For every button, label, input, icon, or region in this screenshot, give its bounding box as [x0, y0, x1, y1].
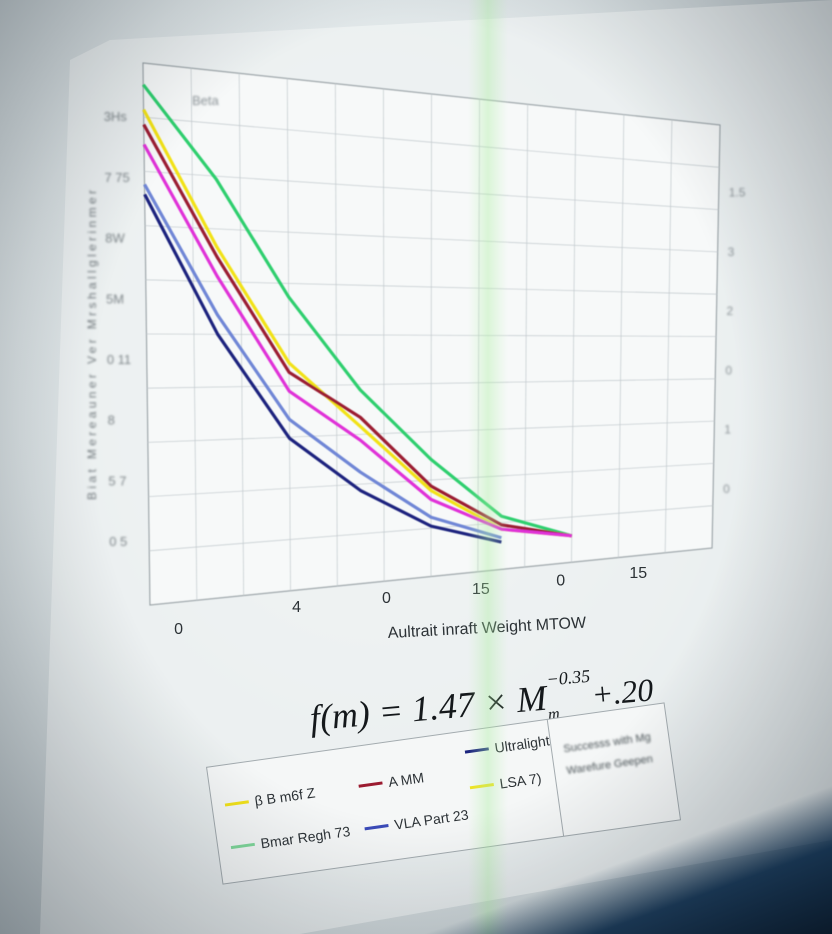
y-tick-label: 5 7 [108, 473, 126, 488]
x-tick-label: 0 [556, 572, 565, 589]
x-tick-label: 15 [629, 565, 647, 582]
y-tick-label: 8 [108, 413, 115, 428]
x-tick-label: 0 [174, 621, 183, 638]
y-tick-label-right: 0 [723, 482, 730, 496]
x-tick-label: 4 [292, 599, 301, 616]
y-tick-label-right: 0 [725, 363, 732, 377]
y-tick-label: 0 11 [107, 352, 131, 367]
y-tick-label: 0 5 [109, 534, 127, 549]
y-tick-label-right: 3 [728, 245, 735, 259]
green-streak [468, 0, 508, 934]
y-tick-label: 8W [105, 231, 125, 246]
corner-label: Beta [192, 93, 220, 108]
y-tick-label: 7 75 [104, 170, 129, 185]
x-tick-label: 0 [382, 590, 391, 607]
y-tick-label: 5M [106, 291, 124, 306]
y-tick-label-right: 1.5 [729, 186, 746, 200]
y-tick-label: 3Hs [104, 109, 128, 124]
y-tick-label-right: 1 [724, 423, 731, 437]
formula-sup: −0.35 [546, 666, 591, 690]
y-tick-label-right: 2 [726, 304, 733, 318]
